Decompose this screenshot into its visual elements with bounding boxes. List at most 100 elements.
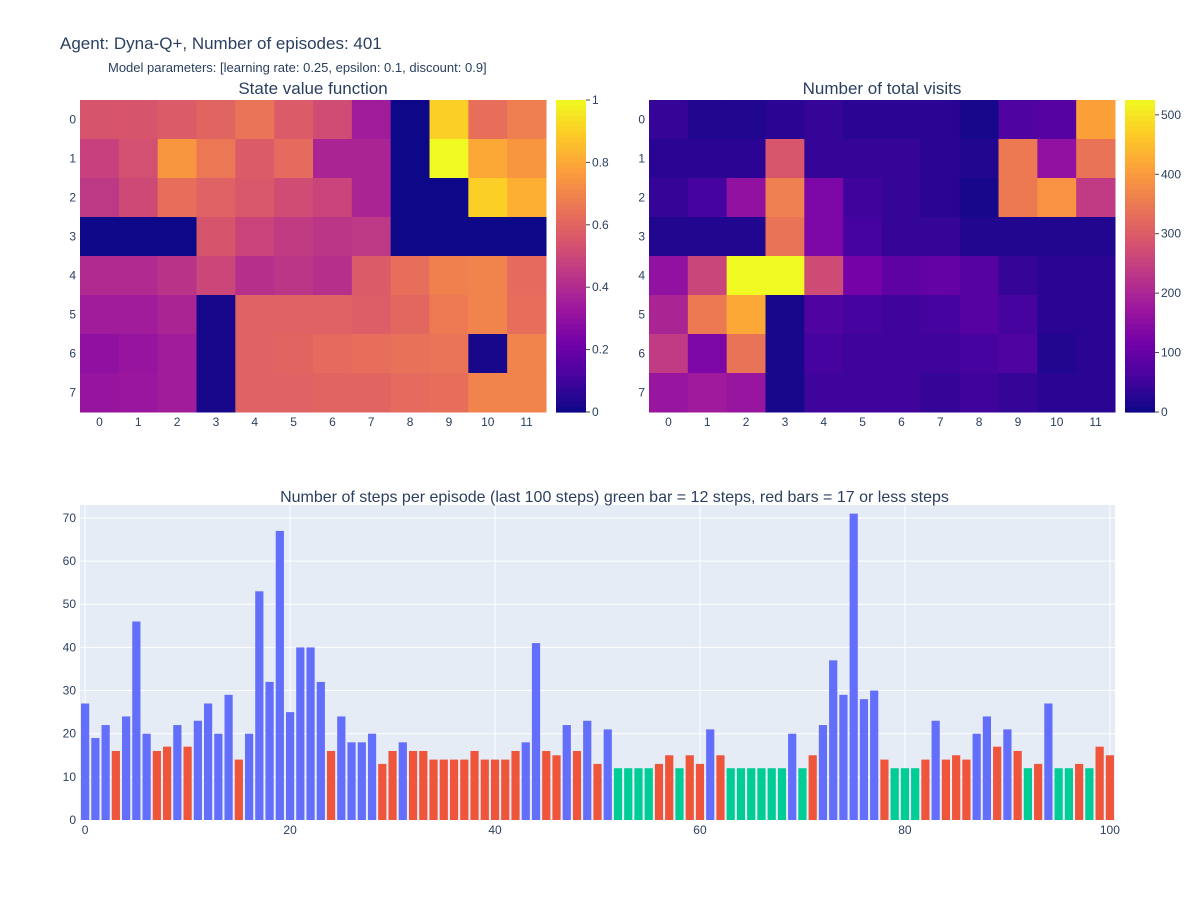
svf-cell-r2-c3	[196, 178, 236, 218]
svf-title: State value function	[238, 79, 387, 98]
bar-99	[1095, 746, 1104, 820]
bar-91	[1013, 750, 1022, 820]
svf-cell-r7-c4	[235, 373, 275, 413]
svf-colorbar-seg-2	[556, 396, 586, 403]
svf-cell-r0-c1	[118, 100, 159, 140]
visits-cell-r7-c9	[998, 373, 1038, 413]
bar-83	[931, 720, 940, 820]
bar-69	[788, 733, 797, 820]
visits-colorbar-tick-300: 300	[1161, 227, 1181, 241]
bar-46	[552, 755, 561, 820]
bar-94	[1044, 703, 1053, 820]
bar-13	[214, 733, 223, 820]
svf-colorbar-seg-6	[556, 375, 586, 382]
visits-cell-r4-c10	[1037, 256, 1077, 296]
visits-colorbar-seg-58	[1125, 105, 1155, 111]
svf-colorbar-seg-4	[556, 386, 586, 392]
svf-cell-r1-c11	[507, 139, 547, 179]
visits-cell-r1-c1	[687, 139, 728, 179]
bar-68	[777, 768, 787, 820]
visits-ytick-4: 4	[638, 269, 645, 283]
svf-colorbar-seg-12	[556, 344, 586, 351]
visits-colorbar-seg-51	[1125, 141, 1155, 148]
visits-colorbar-seg-2	[1125, 396, 1155, 403]
svf-cell-r3-c8	[390, 217, 430, 257]
visits-xtick-4: 4	[820, 415, 827, 429]
svf-xtick-6: 6	[329, 415, 336, 429]
svf-ytick-1: 1	[69, 152, 76, 166]
svf-colorbar-seg-40	[556, 198, 586, 205]
visits-cell-r2-c4	[804, 178, 844, 218]
svf-cell-r7-c3	[196, 373, 236, 413]
bar-55	[644, 768, 653, 820]
svf-colorbar-seg-29	[556, 256, 586, 262]
visits-cell-r0-c2	[726, 100, 766, 140]
svf-cell-r4-c6	[313, 256, 353, 296]
visits-cell-r6-c9	[998, 334, 1038, 374]
svf-cell-r1-c10	[468, 139, 508, 179]
visits-colorbar-seg-26	[1125, 271, 1155, 278]
svf-colorbar-tick-0.2: 0.2	[592, 343, 609, 357]
svf-colorbar-seg-50	[556, 146, 586, 153]
visits-xtick-3: 3	[782, 415, 789, 429]
bar-31	[398, 742, 407, 820]
svf-cell-r4-c8	[390, 256, 430, 296]
svf-colorbar-seg-18	[556, 313, 586, 319]
visits-cell-r7-c3	[765, 373, 805, 413]
svf-cell-r3-c11	[507, 217, 547, 257]
bar-18	[265, 681, 274, 820]
visits-cell-r2-c11	[1076, 178, 1116, 218]
svf-cell-r0-c0	[80, 100, 120, 140]
svf-cell-r3-c0	[80, 217, 120, 257]
svf-xtick-7: 7	[368, 415, 375, 429]
visits-cell-r1-c7	[920, 139, 961, 179]
visits-cell-r6-c5	[843, 334, 883, 374]
svf-cell-r6-c9	[429, 334, 469, 374]
svf-cell-r6-c6	[313, 334, 353, 374]
svf-xtick-11: 11	[520, 415, 533, 429]
visits-colorbar-seg-32	[1125, 240, 1155, 247]
svf-cell-r6-c3	[196, 334, 236, 374]
bar-88	[982, 716, 992, 820]
visits-xtick-7: 7	[937, 415, 944, 429]
visits-cell-r1-c10	[1037, 139, 1077, 179]
bar-72	[818, 725, 828, 820]
svf-colorbar-tick-1: 1	[592, 93, 599, 107]
bar-98	[1085, 768, 1094, 820]
visits-colorbar-seg-8	[1125, 365, 1155, 371]
visits-cell-r1-c8	[959, 139, 999, 179]
bar-56	[654, 763, 664, 820]
svf-cell-r1-c5	[274, 139, 314, 179]
visits-cell-r5-c11	[1076, 295, 1116, 335]
svf-ytick-4: 4	[69, 269, 76, 283]
visits-cell-r3-c9	[998, 217, 1038, 257]
bar-9	[173, 725, 182, 820]
bar-42	[511, 750, 520, 820]
svf-colorbar-tick-0.8: 0.8	[592, 155, 609, 169]
bar-100	[1105, 755, 1114, 820]
bar-87	[972, 733, 981, 820]
bar-11	[193, 720, 202, 820]
svf-xtick-2: 2	[174, 415, 181, 429]
svf-cell-r5-c5	[274, 295, 314, 335]
visits-cell-r7-c10	[1037, 373, 1077, 413]
bar-ytick-50: 50	[63, 597, 77, 611]
svf-xtick-8: 8	[407, 415, 414, 429]
visits-colorbar-seg-36	[1125, 219, 1155, 226]
bar-26	[347, 742, 356, 820]
visits-colorbar-seg-34	[1125, 230, 1155, 236]
visits-colorbar-seg-10	[1125, 354, 1155, 361]
visits-cell-r2-c6	[882, 178, 922, 218]
visits-colorbar-seg-4	[1125, 386, 1155, 392]
visits-cell-r3-c4	[804, 217, 844, 257]
visits-cell-r2-c10	[1037, 178, 1077, 218]
bar-12	[203, 703, 213, 820]
bar-73	[829, 660, 838, 820]
svf-colorbar-seg-19	[556, 308, 586, 314]
bar-89	[993, 746, 1002, 820]
svf-colorbar-seg-30	[556, 250, 586, 257]
visits-cell-r0-c10	[1037, 100, 1077, 140]
svf-colorbar-seg-36	[556, 219, 586, 226]
bar-96	[1064, 768, 1073, 820]
visits-colorbar-seg-42	[1125, 188, 1155, 195]
